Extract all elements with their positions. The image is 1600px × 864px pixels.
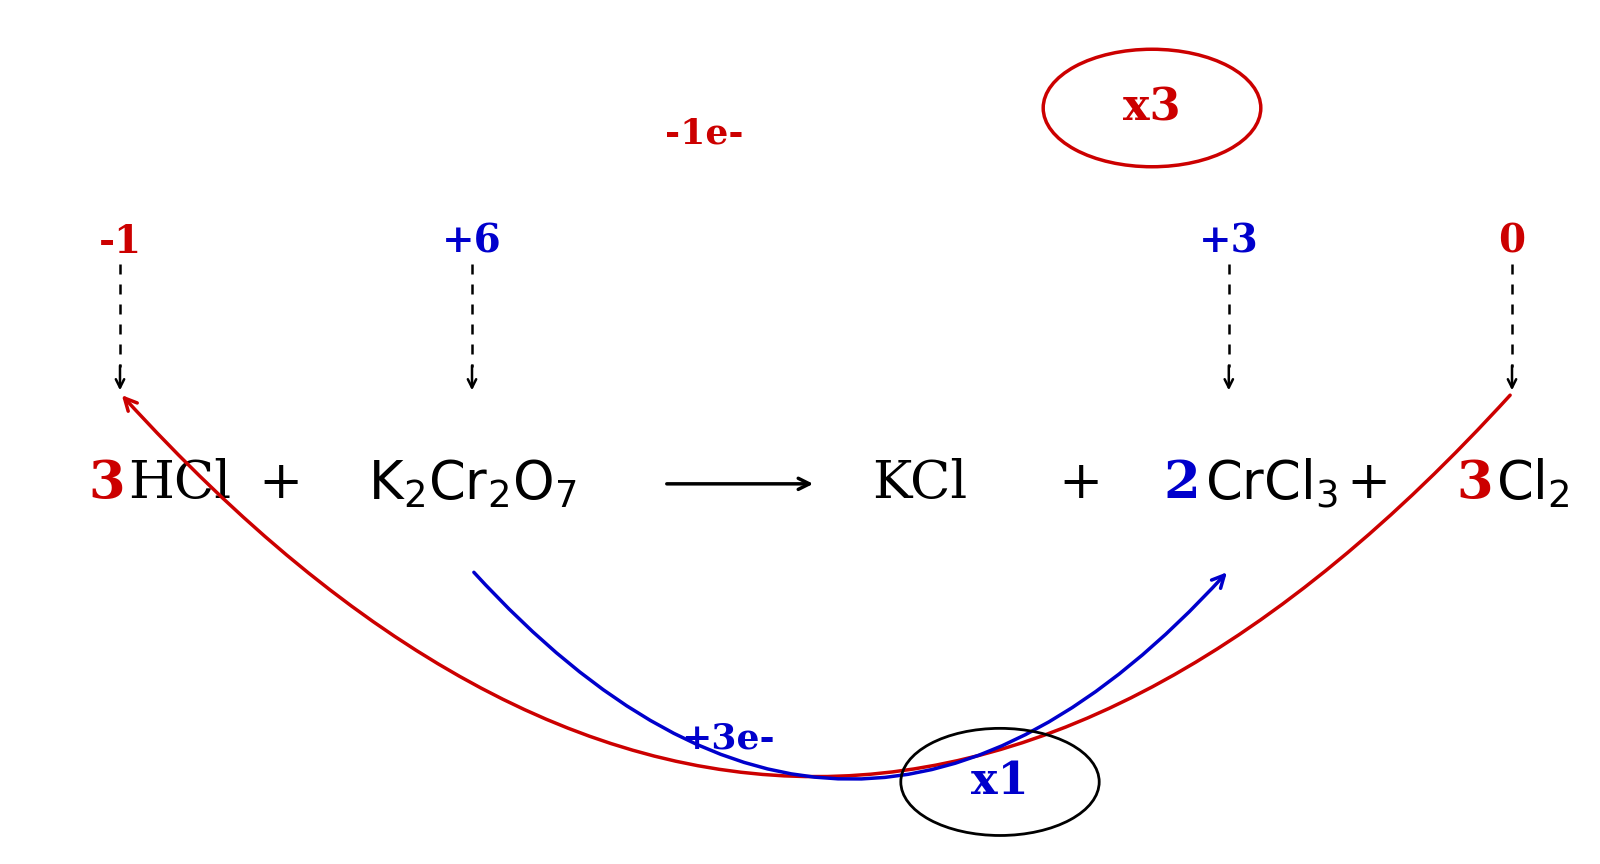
Text: x1: x1 — [971, 760, 1029, 804]
FancyArrowPatch shape — [474, 572, 1224, 779]
Text: $\mathrm{K_2Cr_2O_7}$: $\mathrm{K_2Cr_2O_7}$ — [368, 458, 576, 510]
Text: x3: x3 — [1123, 86, 1181, 130]
Text: -1: -1 — [99, 223, 141, 261]
Text: +3e-: +3e- — [682, 721, 774, 756]
Text: 2: 2 — [1163, 458, 1200, 510]
FancyArrowPatch shape — [125, 395, 1510, 777]
Text: KCl: KCl — [872, 458, 968, 510]
Text: +3: +3 — [1198, 223, 1259, 261]
Text: +6: +6 — [442, 223, 502, 261]
Text: HCl: HCl — [128, 458, 230, 510]
Text: +: + — [1058, 458, 1102, 510]
Text: $\mathrm{CrCl_3}$: $\mathrm{CrCl_3}$ — [1205, 457, 1338, 511]
Text: +: + — [1346, 458, 1390, 510]
Text: +: + — [258, 458, 302, 510]
Text: 3: 3 — [88, 458, 125, 510]
Text: 0: 0 — [1499, 223, 1525, 261]
Text: -1e-: -1e- — [664, 117, 744, 151]
Text: $\mathrm{Cl_2}$: $\mathrm{Cl_2}$ — [1496, 457, 1570, 511]
Text: 3: 3 — [1456, 458, 1493, 510]
